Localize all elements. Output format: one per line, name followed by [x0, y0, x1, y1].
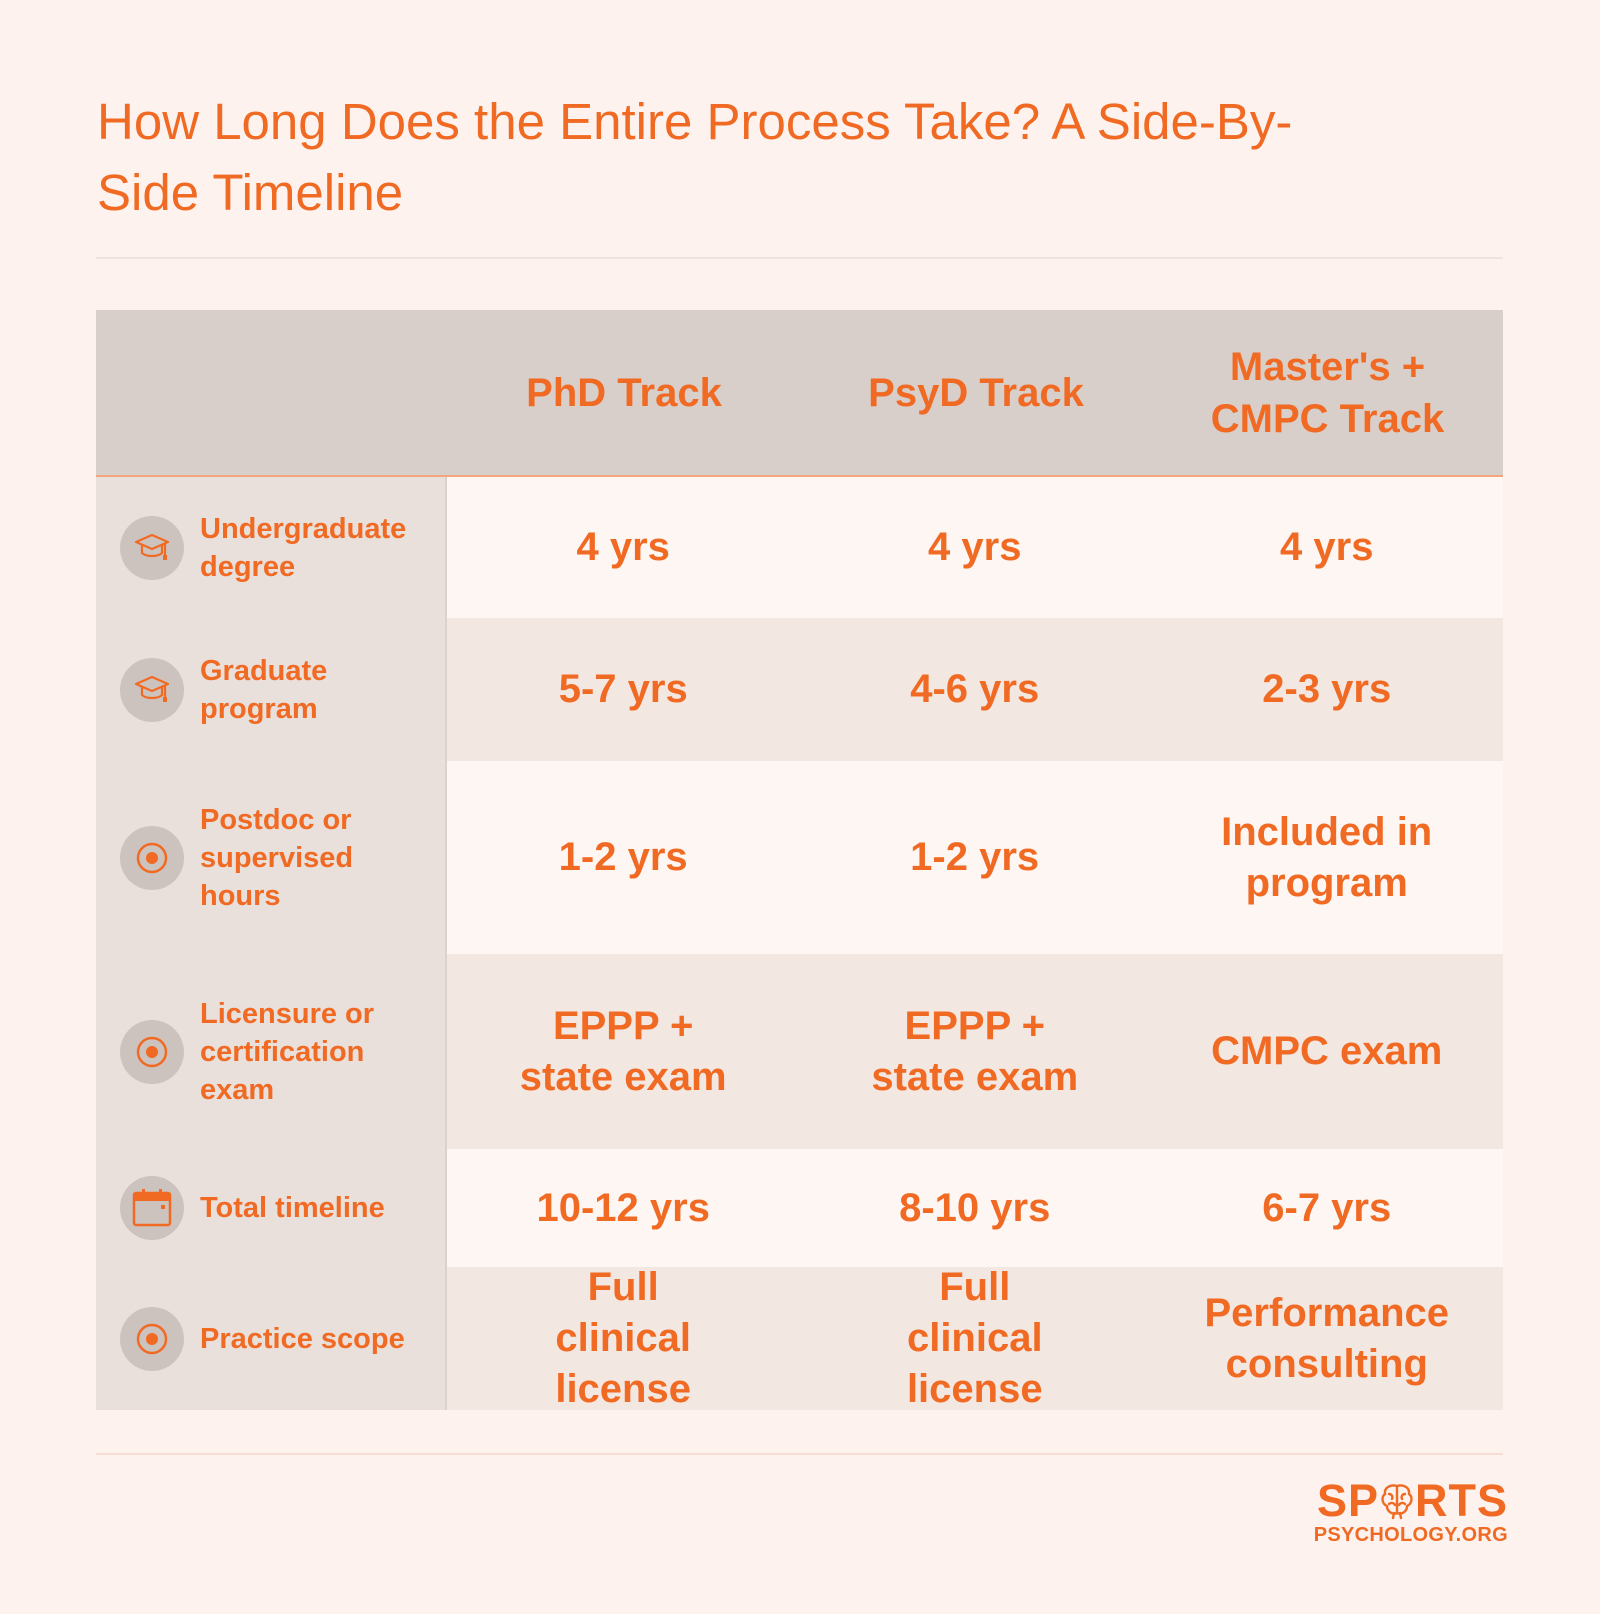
table-cell: 10-12 yrs: [447, 1149, 799, 1267]
table-cell: 1-2 yrs: [447, 761, 799, 954]
brain-icon: [1380, 1482, 1414, 1520]
target-icon: [120, 1306, 184, 1371]
table-cell: Full clinical license: [447, 1265, 799, 1411]
table-cell: 4 yrs: [1150, 477, 1503, 618]
page-title: How Long Does the Entire Process Take? A…: [97, 93, 1293, 221]
row-label: Practice scope: [200, 1322, 405, 1355]
row-header: Postdoc or supervised hours: [96, 761, 448, 954]
logo-wordmark: SP RTS: [1314, 1478, 1508, 1524]
table-cell: 5-7 yrs: [447, 618, 799, 761]
table-header: PhD Track PsyD Track Master's + CMPC Tra…: [96, 310, 1503, 477]
table-row: Practice scope Full clinical license Ful…: [96, 1265, 1503, 1411]
graduation-cap-icon: [120, 515, 184, 580]
calendar-icon: [120, 1176, 184, 1240]
table-row: Postdoc or supervised hours 1-2 yrs 1-2 …: [96, 761, 1503, 954]
table-cell: EPPP + state exam: [798, 954, 1151, 1149]
table-cell: Full clinical license: [798, 1265, 1151, 1411]
column-header-phd: PhD Track: [526, 370, 722, 415]
table-cell: 1-2 yrs: [798, 761, 1151, 954]
row-header: Total timeline: [96, 1149, 448, 1267]
sportspsychology-logo: SP RTS PSYCHOLOGY.ORG: [1313, 1478, 1508, 1547]
row-header: Licensure or certification exam: [96, 954, 448, 1149]
target-icon: [120, 1019, 184, 1084]
column-header-masters-cmpc: Master's + CMPC Track: [1210, 344, 1445, 441]
header-corner: [96, 310, 448, 475]
logo-text-right: RTS: [1415, 1475, 1508, 1526]
row-label: Postdoc or supervised hours: [200, 803, 354, 912]
table-cell: CMPC exam: [1150, 954, 1503, 1149]
row-label: Total timeline: [200, 1192, 385, 1224]
row-label: Graduate program: [200, 654, 328, 725]
table-cell: 4 yrs: [447, 477, 799, 618]
column-header-psyd: PsyD Track: [868, 370, 1084, 415]
table-row: Total timeline 10-12 yrs 8-10 yrs 6-7 yr…: [96, 1149, 1503, 1267]
logo-subtext: PSYCHOLOGY.ORG: [1313, 1524, 1508, 1546]
top-divider: [96, 257, 1503, 259]
row-header: Undergraduate degree: [96, 477, 448, 618]
target-icon: [120, 825, 184, 890]
row-label: Licensure or certification exam: [200, 997, 375, 1106]
logo-text-left: SP: [1316, 1475, 1379, 1526]
row-header: Graduate program: [96, 618, 448, 761]
timeline-table: PhD Track PsyD Track Master's + CMPC Tra…: [96, 310, 1503, 1411]
table-row: Graduate program 5-7 yrs 4-6 yrs 2-3 yrs: [96, 618, 1503, 761]
bottom-divider: [96, 1453, 1503, 1455]
table-cell: EPPP + state exam: [447, 954, 799, 1149]
table-cell: Included in program: [1150, 761, 1503, 954]
graduation-cap-icon: [120, 657, 184, 722]
table-row: Licensure or certification exam EPPP + s…: [96, 954, 1503, 1149]
table-row: Undergraduate degree 4 yrs 4 yrs 4 yrs: [96, 477, 1503, 618]
table-cell: 4 yrs: [798, 477, 1151, 618]
table-cell: 6-7 yrs: [1150, 1149, 1503, 1267]
table-cell: Performance consulting: [1150, 1267, 1503, 1410]
table-cell: 4-6 yrs: [798, 618, 1151, 761]
row-header: Practice scope: [96, 1267, 448, 1410]
row-label: Undergraduate degree: [200, 512, 407, 583]
table-cell: 8-10 yrs: [798, 1149, 1151, 1267]
table-cell: 2-3 yrs: [1150, 618, 1503, 761]
